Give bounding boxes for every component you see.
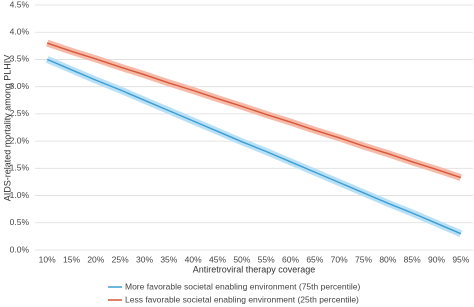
y-tick-label: 4.0% [10, 26, 30, 36]
x-tick-label: 10% [39, 254, 56, 264]
series-line [46, 58, 462, 235]
x-tick-label: 25% [112, 254, 129, 264]
y-tick-label: 3.5% [10, 54, 30, 64]
legend-label: More favorable societal enabling environ… [125, 281, 360, 291]
y-tick-label: 1.0% [10, 190, 30, 200]
x-tick-label: 50% [233, 254, 250, 264]
x-tick-label: 20% [87, 254, 104, 264]
y-tick-label: 2.0% [10, 135, 30, 145]
x-tick-label: 65% [306, 254, 323, 264]
x-tick-label: 40% [185, 254, 202, 264]
x-tick-label: 90% [428, 254, 445, 264]
x-tick-label: 85% [404, 254, 421, 264]
x-tick-label: 70% [331, 254, 348, 264]
legend-label: Less favorable societal enabling environ… [125, 294, 359, 304]
x-axis-title: Antiretroviral therapy coverage [193, 264, 316, 274]
x-tick-label: 15% [63, 254, 80, 264]
y-tick-label: 4.5% [10, 0, 30, 9]
y-tick-label: 3.0% [10, 81, 30, 91]
x-tick-label: 60% [282, 254, 299, 264]
x-tick-label: 45% [209, 254, 226, 264]
y-tick-label: 0.0% [10, 244, 30, 254]
series-line [46, 42, 462, 179]
x-tick-label: 75% [355, 254, 372, 264]
x-tick-label: 30% [136, 254, 153, 264]
y-tick-label: 1.5% [10, 163, 30, 173]
y-tick-label: 2.5% [10, 108, 30, 118]
y-tick-label: 0.5% [10, 217, 30, 227]
x-tick-label: 80% [379, 254, 396, 264]
y-axis-title: AIDS-related mortality among PLHIV [2, 55, 12, 202]
x-tick-label: 95% [452, 254, 469, 264]
x-tick-label: 35% [160, 254, 177, 264]
x-tick-label: 55% [258, 254, 275, 264]
